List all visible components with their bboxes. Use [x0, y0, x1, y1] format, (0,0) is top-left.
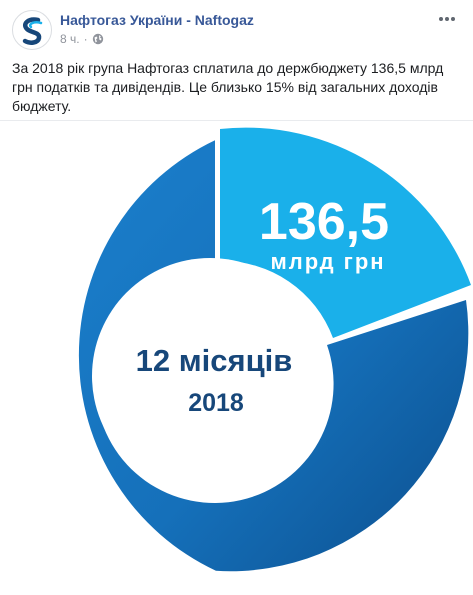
more-options-button[interactable]: [435, 10, 459, 30]
center-year: 2018: [188, 389, 244, 417]
post-header: Нафтогаз України - Naftogaz 8 ч. ·: [12, 10, 461, 50]
highlight-value: 136,5: [259, 193, 389, 251]
post-image[interactable]: 136,5 млрд грн 12 місяців 2018: [0, 120, 473, 595]
center-title: 12 місяців: [136, 343, 293, 378]
meta-separator: ·: [83, 32, 88, 46]
donut-hole: [92, 258, 328, 494]
donut-infographic: 136,5 млрд грн 12 місяців 2018: [78, 127, 471, 572]
naftogaz-logo-icon: [16, 14, 50, 48]
page-avatar[interactable]: [12, 10, 52, 50]
donut-ring: [78, 140, 469, 572]
post-timestamp[interactable]: 8 ч.: [60, 32, 80, 46]
highlight-unit: млрд грн: [270, 249, 385, 274]
post-meta: 8 ч. ·: [60, 32, 104, 46]
globe-icon[interactable]: [92, 33, 104, 45]
more-options-icon: [439, 17, 455, 21]
donut-highlight-segment: [220, 127, 471, 338]
page-name-link[interactable]: Нафтогаз України - Naftogaz: [60, 12, 254, 28]
post-text: За 2018 рік група Нафтогаз сплатила до д…: [12, 60, 444, 114]
